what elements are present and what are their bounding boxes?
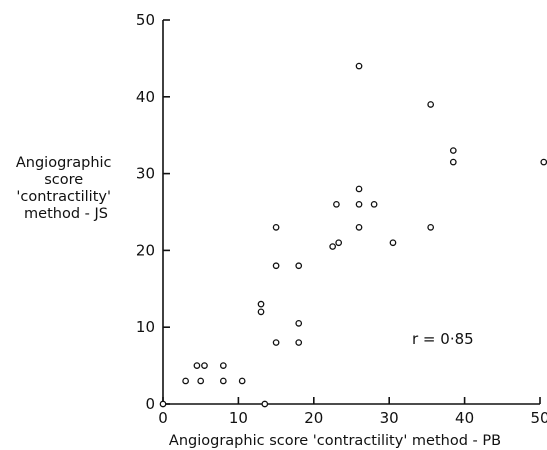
data-point: [335, 239, 343, 247]
data-point: [295, 339, 303, 346]
y-ticks: 0 10 20 30 40 50: [136, 11, 170, 413]
data-point: [197, 377, 205, 385]
y-axis-title-line-4: method - JS: [24, 206, 108, 222]
y-tick-label-50: 50: [136, 11, 155, 29]
x-tick-label-50: 50: [530, 409, 547, 427]
data-point: [257, 300, 265, 308]
y-tick-label-40: 40: [136, 88, 155, 106]
data-point: [355, 224, 363, 231]
correlation-annotation: r = 0·85: [412, 330, 474, 348]
data-point: [329, 243, 336, 250]
data-point: [355, 185, 363, 193]
y-axis-title: Angiographic score 'contractility' metho…: [16, 155, 116, 222]
data-point: [219, 362, 227, 369]
x-axis-title: Angiographic score 'contractility' metho…: [169, 433, 501, 449]
axes: [162, 20, 540, 405]
data-point: [272, 262, 280, 270]
y-axis-title-line-3: 'contractility': [16, 189, 111, 205]
x-ticks: 0 10 20 30 40 50: [158, 397, 547, 427]
data-point: [295, 262, 303, 270]
y-tick-label-10: 10: [136, 318, 155, 336]
data-point: [261, 400, 269, 408]
data-point: [449, 147, 457, 154]
data-point: [272, 339, 280, 346]
y-axis-title-line-1: Angiographic: [16, 155, 112, 171]
x-tick-label-20: 20: [304, 409, 323, 427]
x-tick-label-40: 40: [455, 409, 474, 427]
data-point: [333, 200, 340, 208]
data-point: [389, 239, 397, 247]
data-point: [355, 200, 363, 208]
y-tick-label-30: 30: [136, 165, 155, 183]
data-point: [193, 362, 201, 369]
data-point: [182, 377, 189, 385]
data-point: [159, 400, 167, 408]
data-point: [295, 320, 303, 327]
data-point: [370, 200, 378, 208]
data-point: [355, 62, 363, 70]
y-axis-title-line-2: score: [44, 172, 83, 188]
data-point: [272, 224, 280, 231]
y-tick-label-0: 0: [145, 395, 155, 413]
data-point: [449, 158, 457, 166]
y-tick-label-20: 20: [136, 241, 155, 259]
data-point: [257, 308, 265, 316]
data-points: [159, 62, 547, 408]
x-tick-label-10: 10: [229, 409, 248, 427]
data-point: [238, 377, 246, 385]
data-point: [427, 101, 435, 108]
data-point: [427, 224, 435, 231]
x-tick-label-0: 0: [158, 409, 168, 427]
data-point: [219, 377, 227, 385]
x-tick-label-30: 30: [380, 409, 399, 427]
data-point: [540, 158, 547, 166]
data-point: [201, 362, 208, 369]
